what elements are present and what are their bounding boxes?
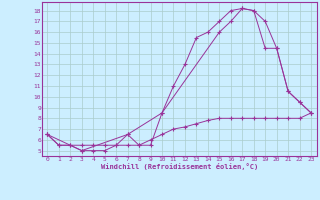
X-axis label: Windchill (Refroidissement éolien,°C): Windchill (Refroidissement éolien,°C) [100,163,258,170]
